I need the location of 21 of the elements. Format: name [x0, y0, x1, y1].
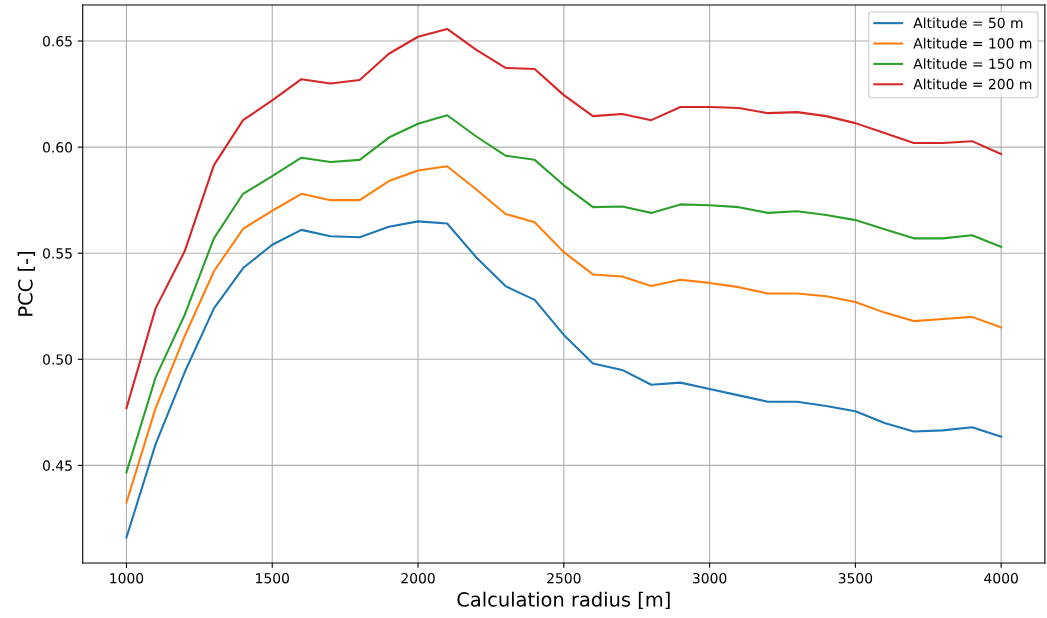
y-tick-label: 0.55 [42, 248, 72, 259]
x-tick-label: 4000 [984, 572, 1018, 584]
y-tick-label: 0.50 [42, 354, 73, 365]
x-tick-label: 1500 [256, 572, 289, 584]
x-tick-label: 2500 [547, 572, 581, 584]
line-series [125, 165, 1003, 504]
legend-label: Altitude = 200 m [913, 78, 1032, 90]
y-tick-label: 0.60 [42, 142, 73, 153]
legend-label: Altitude = 150 m [913, 58, 1032, 69]
x-tick-label: 3000 [692, 572, 727, 584]
y-tick-label: 0.45 [42, 460, 72, 471]
line-series [125, 114, 1003, 474]
y-tick-label: 0.65 [42, 35, 72, 47]
x-axis-title: Calculation radius [m] [457, 591, 670, 610]
line-series [125, 220, 1003, 539]
legend-label: Altitude = 100 m [913, 37, 1032, 49]
x-tick-label: 3500 [838, 572, 873, 584]
x-tick-label: 2000 [401, 572, 435, 584]
x-tick-label: 1000 [110, 572, 144, 584]
y-axis-title: PCC [-] [17, 252, 36, 316]
legend-label: Altitude = 50 m [913, 17, 1023, 29]
